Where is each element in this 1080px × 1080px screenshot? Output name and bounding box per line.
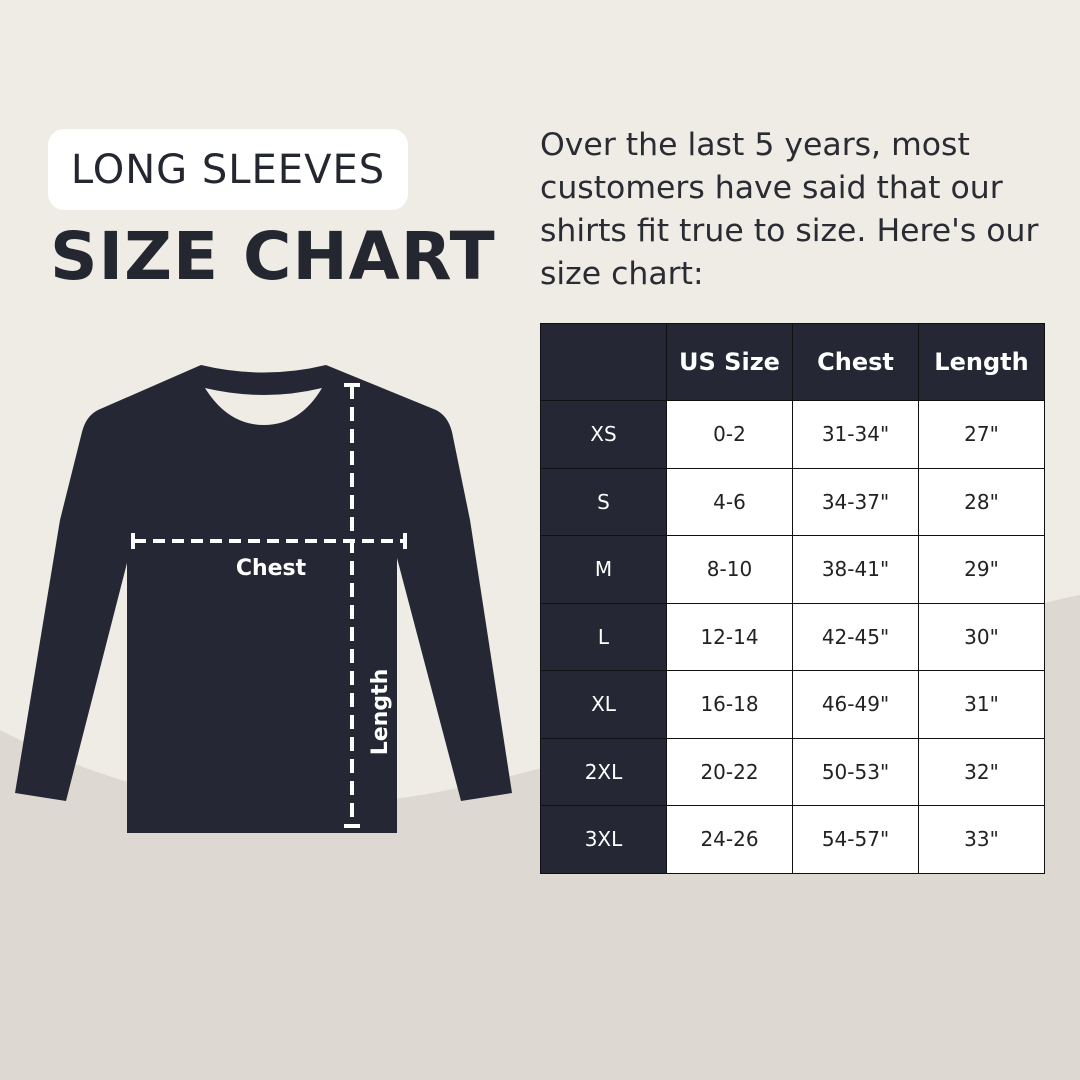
page-title: SIZE CHART xyxy=(50,218,496,295)
chest-cell: 54-57" xyxy=(792,805,919,874)
us-size-cell: 0-2 xyxy=(666,400,793,469)
us-size-cell: 20-22 xyxy=(666,737,793,806)
column-header-chest: Chest xyxy=(792,323,919,401)
size-cell: XL xyxy=(540,670,667,739)
chest-cell: 31-34" xyxy=(792,400,919,469)
intro-text: Over the last 5 years, most customers ha… xyxy=(540,127,1039,292)
length-cell: 30" xyxy=(918,602,1045,671)
chest-cell: 34-37" xyxy=(792,467,919,536)
size-cell: 3XL xyxy=(540,805,667,874)
size-cell: 2XL xyxy=(540,737,667,806)
length-cell: 32" xyxy=(918,737,1045,806)
table-row: L 12-14 42-45" 30" xyxy=(540,602,1045,671)
us-size-cell: 12-14 xyxy=(666,602,793,671)
chest-cell: 50-53" xyxy=(792,737,919,806)
size-cell: M xyxy=(540,535,667,604)
table-row: 2XL 20-22 50-53" 32" xyxy=(540,737,1045,806)
shirt-diagram: Chest Length xyxy=(15,365,512,833)
column-header xyxy=(540,323,667,401)
us-size-cell: 16-18 xyxy=(666,670,793,739)
table-header-row: US Size Chest Length xyxy=(540,323,1045,401)
length-cell: 28" xyxy=(918,467,1045,536)
column-header-length: Length xyxy=(918,323,1045,401)
table-row: XL 16-18 46-49" 31" xyxy=(540,670,1045,739)
us-size-cell: 8-10 xyxy=(666,535,793,604)
chest-cell: 46-49" xyxy=(792,670,919,739)
neck-opening xyxy=(205,388,322,425)
chest-label: Chest xyxy=(236,556,307,581)
category-badge: LONG SLEEVES xyxy=(48,129,408,210)
size-cell: L xyxy=(540,602,667,671)
table-row: S 4-6 34-37" 28" xyxy=(540,467,1045,536)
length-cell: 27" xyxy=(918,400,1045,469)
length-cell: 33" xyxy=(918,805,1045,874)
column-header-us-size: US Size xyxy=(666,323,793,401)
size-cell: S xyxy=(540,467,667,536)
size-cell: XS xyxy=(540,400,667,469)
table-row: XS 0-2 31-34" 27" xyxy=(540,400,1045,469)
table-row: M 8-10 38-41" 29" xyxy=(540,535,1045,604)
length-cell: 29" xyxy=(918,535,1045,604)
table-row: 3XL 24-26 54-57" 33" xyxy=(540,805,1045,874)
length-label: Length xyxy=(368,669,393,756)
length-cell: 31" xyxy=(918,670,1045,739)
shirt-silhouette xyxy=(15,365,512,833)
us-size-cell: 24-26 xyxy=(666,805,793,874)
size-table: US Size Chest Length XS 0-2 31-34" 27" S 4-6 3… xyxy=(540,323,1045,874)
chest-cell: 38-41" xyxy=(792,535,919,604)
chest-cell: 42-45" xyxy=(792,602,919,671)
us-size-cell: 4-6 xyxy=(666,467,793,536)
